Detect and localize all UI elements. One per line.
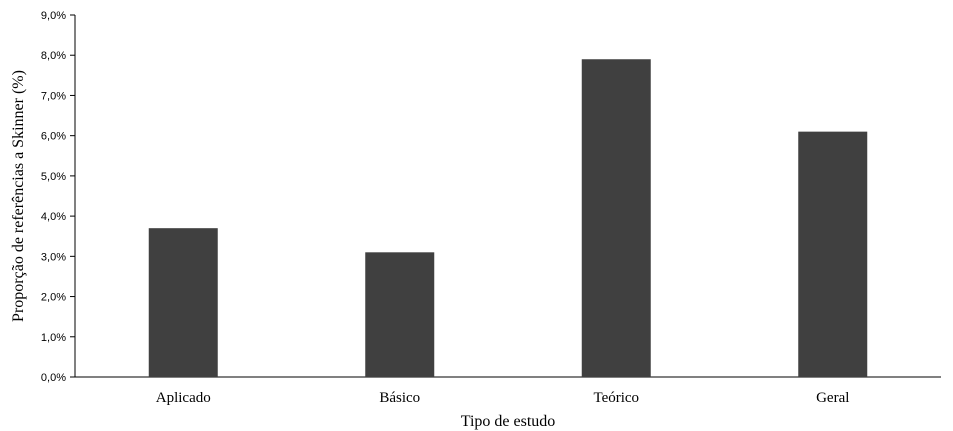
bar-teórico [581,59,651,377]
x-tick-label: Geral [816,390,849,406]
y-tick-label: 1,0% [41,332,66,344]
y-tick-label: 9,0% [41,10,66,22]
y-tick-label: 4,0% [41,211,66,223]
x-axis: Aplicado Básico Teórico Geral [75,376,941,406]
y-tick-label: 8,0% [41,50,66,62]
x-tick-label: Básico [379,390,420,406]
bar-geral [798,131,868,377]
y-axis-title: Proporção de referências a Skinner (%) [10,70,27,322]
bar-básico [365,252,435,377]
y-axis: 0,0% 1,0% 2,0% 3,0% 4,0% 5,0% 6,0% 7,0% 8,0% 9,0% [41,10,76,384]
y-tick-label: 6,0% [41,131,66,143]
x-axis-title: Tipo de estudo [461,413,556,430]
bars [148,59,868,377]
bar-aplicado [148,228,218,377]
x-tick-label: Teórico [593,390,639,406]
y-tick-label: 0,0% [41,372,66,384]
y-tick-label: 5,0% [41,171,66,183]
y-tick-label: 3,0% [41,251,66,263]
y-tick-label: 7,0% [41,90,66,102]
x-tick-label: Aplicado [156,390,211,406]
y-tick-label: 2,0% [41,292,66,304]
